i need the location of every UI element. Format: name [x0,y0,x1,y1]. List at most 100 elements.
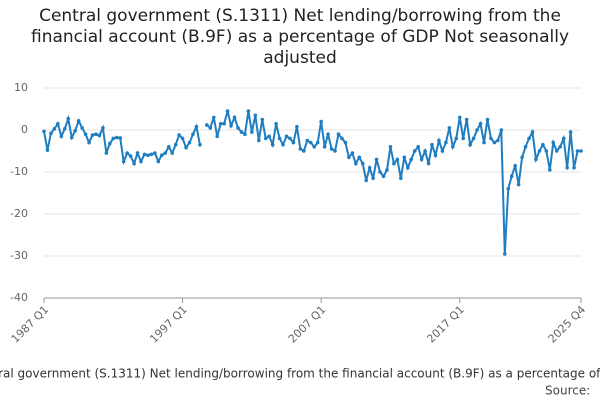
marker [159,153,164,157]
marker [135,151,140,155]
marker [554,149,559,153]
marker [541,142,545,147]
marker [250,130,254,134]
marker [312,145,317,149]
marker [225,109,230,113]
marker [243,132,247,136]
marker [457,115,462,120]
marker [516,182,521,187]
x-tick-label: 1987 Q1 [9,303,52,346]
source: Source: [545,384,590,398]
marker [360,161,365,166]
marker [336,132,341,136]
marker [267,134,271,139]
chart-title: Central government (S.1311) Net lending/… [30,6,569,68]
marker [114,135,119,140]
x-tick-label: 2025 Q4 [546,303,589,346]
marker [478,121,483,126]
marker [513,163,517,168]
y-tick-label: -20 [10,207,28,220]
marker [475,128,479,132]
marker [482,140,486,145]
marker [392,161,396,166]
marker [302,149,306,153]
marker [489,136,493,141]
y-tick-label: 10 [14,81,28,94]
marker [357,155,362,160]
marker [502,252,507,256]
marker [447,126,452,130]
marker [295,124,299,129]
y-tick-label: -30 [10,249,28,262]
marker [454,136,459,141]
marker [87,140,91,145]
marker [534,157,538,162]
marker [426,161,431,166]
marker [205,123,209,127]
marker [180,136,185,141]
marker [347,155,351,160]
marker [374,157,379,162]
marker [191,132,195,136]
marker [329,147,334,151]
marker [139,159,143,164]
marker [239,130,244,134]
marker [405,166,410,170]
marker [128,154,133,158]
marker [263,136,268,141]
marker [184,145,188,150]
marker [177,133,181,137]
marker [461,136,466,141]
marker [551,140,556,145]
marker [73,129,77,133]
marker [229,124,233,128]
marker [211,115,216,120]
marker [260,117,265,122]
marker [409,157,414,162]
marker [388,145,393,149]
marker [381,174,386,178]
marker [288,136,292,141]
marker [506,187,511,191]
marker [333,149,337,153]
marker [496,138,500,143]
marker [194,124,199,129]
marker [42,129,46,134]
marker [246,109,251,113]
marker [80,126,84,130]
marker [218,121,223,126]
marker [222,121,226,126]
marker [558,145,563,149]
marker [104,151,109,155]
marker [492,140,497,145]
marker [142,152,147,157]
marker [253,113,258,118]
marker [468,142,472,147]
marker [270,142,275,147]
marker [153,151,157,155]
marker [101,126,105,130]
marker [509,174,514,178]
x-axis-label: Central government (S.1311) Net lending/… [0,367,600,381]
marker [371,176,375,181]
marker [257,138,261,143]
marker [187,140,192,145]
line [206,110,581,254]
marker [537,149,542,153]
marker [111,136,116,141]
marker [319,119,323,124]
marker [440,149,445,153]
marker [66,116,71,121]
marker [156,159,161,164]
marker [579,149,583,153]
y-tick-label: 0 [21,123,28,136]
marker [402,155,407,160]
marker [350,151,355,155]
marker [281,142,285,147]
y-tick-label: -10 [10,165,28,178]
marker [419,157,424,162]
marker [430,142,434,147]
y-tick-label: -40 [10,291,28,304]
